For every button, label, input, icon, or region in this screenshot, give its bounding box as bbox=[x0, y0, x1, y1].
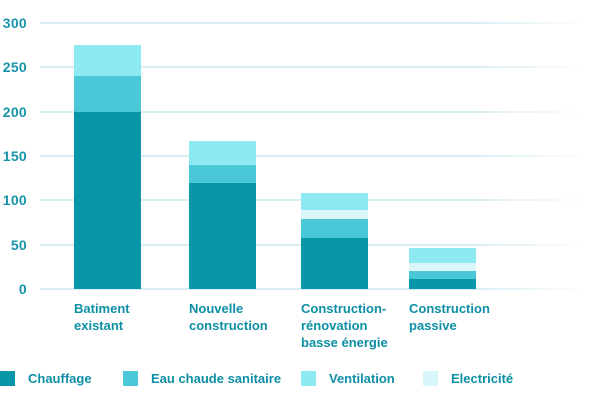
x-category-label-3: Construction-rénovation basse énergie bbox=[301, 300, 388, 351]
legend-item-eau-chaude-sanitaire: Eau chaude sanitaire bbox=[123, 371, 281, 386]
x-category-label-2: Nouvelle construction bbox=[189, 300, 268, 334]
bar-segment-chauffage bbox=[301, 237, 368, 289]
y-tick-label-100: 100 bbox=[2, 192, 27, 209]
x-category-label-line: Nouvelle bbox=[189, 301, 244, 316]
y-tick-label-0: 0 bbox=[18, 281, 27, 297]
legend-swatch bbox=[423, 371, 438, 386]
legend-label: Eau chaude sanitaire bbox=[151, 371, 282, 386]
bar-segment-ventilation bbox=[301, 193, 368, 211]
x-category-label-1: Batiment existant bbox=[74, 300, 130, 334]
x-category-label-line: Batiment bbox=[74, 301, 130, 316]
x-category-label-line: passive bbox=[409, 318, 457, 333]
y-tick-label-250: 250 bbox=[2, 59, 27, 76]
bar-segment-electricit- bbox=[301, 210, 368, 219]
legend-item-chauffage: Chauffage bbox=[0, 371, 92, 386]
x-category-label-line: Construction bbox=[409, 301, 490, 316]
legend-swatch bbox=[301, 371, 316, 386]
bar-segment-ventilation bbox=[189, 140, 256, 165]
gridline-250 bbox=[40, 66, 588, 69]
y-tick-label-200: 200 bbox=[2, 103, 27, 120]
bar-segment-eau-chaude-sanitaire bbox=[301, 218, 368, 238]
x-category-label-line: construction bbox=[189, 318, 268, 333]
bar-segment-chauffage bbox=[409, 279, 476, 289]
x-category-label-line: rénovation bbox=[301, 318, 368, 333]
x-category-label-line: existant bbox=[74, 318, 124, 333]
legend-label: Electricité bbox=[451, 371, 514, 386]
bar-segment-eau-chaude-sanitaire bbox=[409, 271, 476, 280]
y-tick-label-300: 300 bbox=[2, 15, 27, 31]
gridline-200 bbox=[40, 110, 588, 113]
bar-segment-eau-chaude-sanitaire bbox=[189, 164, 256, 183]
legend-label: Ventilation bbox=[329, 371, 395, 386]
x-category-label-line: Construction- bbox=[301, 301, 387, 316]
bar-segment-ventilation bbox=[409, 248, 476, 264]
legend-swatch bbox=[123, 371, 138, 386]
legend-item-electricit-: Electricité bbox=[423, 371, 513, 386]
x-category-label-4: Construction passive bbox=[409, 300, 490, 334]
legend-item-ventilation: Ventilation bbox=[301, 371, 395, 386]
y-tick-label-50: 50 bbox=[10, 236, 27, 253]
gridline-300 bbox=[40, 22, 588, 24]
bar-segment-electricit- bbox=[409, 263, 476, 272]
gridline-0 bbox=[40, 288, 588, 290]
bar-segment-chauffage bbox=[189, 182, 256, 289]
legend-label: Chauffage bbox=[28, 371, 92, 386]
bar-segment-eau-chaude-sanitaire bbox=[74, 76, 141, 112]
legend-swatch bbox=[0, 371, 15, 386]
gridline-150 bbox=[40, 155, 588, 157]
x-category-label-line: basse énergie bbox=[301, 335, 388, 350]
bar-segment-ventilation bbox=[74, 45, 141, 77]
y-tick-label-150: 150 bbox=[2, 148, 27, 164]
bar-segment-chauffage bbox=[74, 111, 141, 289]
